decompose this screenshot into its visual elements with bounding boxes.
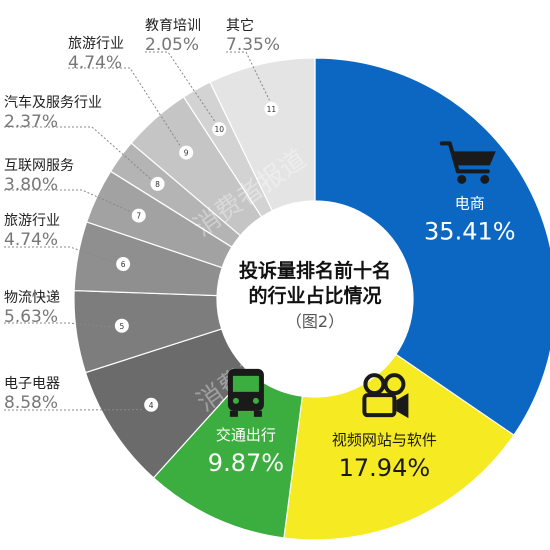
slice-value: 2.05%: [145, 35, 199, 55]
slice-index-marker: [212, 122, 227, 137]
bus-icon: [227, 368, 264, 417]
slice-index: 6: [121, 260, 126, 269]
slice-label-其它: 其它: [226, 17, 254, 34]
slice-index: 5: [119, 322, 124, 331]
slice-value: 9.87%: [208, 449, 284, 477]
slice-label-旅游行业: 旅游行业: [68, 36, 124, 52]
slice-index: 4: [149, 401, 154, 410]
slice-label-旅游行业: 旅游行业: [4, 213, 60, 229]
slice-label-教育培训: 教育培训: [145, 18, 201, 34]
leader-line: [68, 67, 181, 147]
slice-label-交通出行: 交通出行: [216, 426, 276, 444]
slice-value: 17.94%: [339, 454, 431, 482]
slice-value: 35.41%: [424, 217, 516, 245]
slice-index: 10: [214, 125, 224, 134]
movie-camera-icon: [362, 373, 409, 419]
slice-index-marker: [131, 208, 146, 223]
slice-value: 4.74%: [4, 230, 58, 250]
slice-value: 8.58%: [4, 393, 58, 413]
chart-title-line: 的行业占比情况: [248, 284, 381, 307]
slice-value: 3.80%: [4, 175, 58, 195]
leader-line: [226, 51, 270, 101]
slice-labels: 电商 35.41% 视频网站与软件 17.94% 交通出行 9.87% 4 电子电器8.58%…: [4, 17, 516, 482]
slice-index: 8: [155, 180, 160, 189]
slice-index-marker: [150, 176, 165, 191]
leader-lines: [4, 51, 270, 411]
slice-index-marker: [144, 397, 159, 412]
slice-value: 5.63%: [4, 307, 58, 327]
slice-label-互联网服务: 互联网服务: [4, 158, 74, 174]
slice-index-marker: [179, 145, 194, 160]
leader-line: [4, 322, 113, 328]
slice-index-marker: [114, 318, 129, 333]
chart-title-line: 投诉量排名前十名: [239, 259, 391, 282]
leader-line: [4, 246, 115, 263]
slice-label-电商: 电商: [455, 194, 485, 212]
center-hole: [217, 201, 413, 397]
slice-label-物流快递: 物流快递: [4, 290, 60, 306]
slice-index-marker: [264, 101, 279, 116]
leader-line: [4, 126, 151, 179]
chart-title-line: （图2）: [286, 312, 344, 331]
shopping-cart-icon: [439, 141, 496, 184]
slice-index: 9: [184, 149, 189, 158]
slice-label-视频网站与软件: 视频网站与软件: [332, 431, 437, 449]
slice-index-marker: [116, 257, 131, 272]
slice-value: 2.37%: [4, 112, 58, 132]
slice-label-汽车及服务行业: 汽车及服务行业: [4, 94, 102, 111]
leader-line: [4, 189, 131, 213]
slice-value: 7.35%: [226, 35, 280, 55]
slice-index: 7: [136, 212, 141, 221]
slice-index: 11: [267, 105, 277, 114]
slice-label-电子电器: 电子电器: [4, 376, 60, 392]
slice-value: 4.74%: [68, 53, 122, 73]
